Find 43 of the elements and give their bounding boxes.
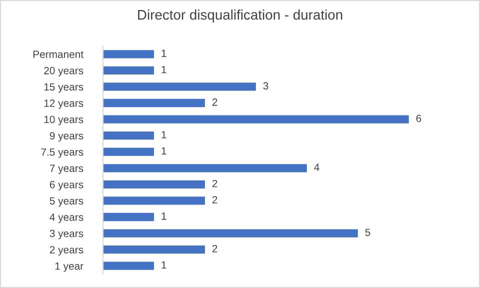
data-label: 2 — [212, 244, 218, 252]
data-label: 1 — [162, 212, 166, 220]
bar — [103, 212, 154, 222]
data-label: 2 — [212, 180, 218, 188]
data-label: 1 — [162, 261, 166, 269]
bar — [103, 229, 358, 238]
y-tick-label: 7 years — [50, 164, 84, 174]
chart-title: Director disqualification - duration — [138, 10, 342, 22]
y-tick-label: 15 years — [44, 83, 84, 93]
bar — [103, 50, 154, 58]
y-tick-label: 9 years — [50, 132, 84, 142]
data-label: 3 — [263, 82, 268, 90]
y-tick-label: 12 years — [44, 100, 84, 109]
y-tick-label: 5 years — [50, 197, 84, 207]
bar — [103, 82, 256, 91]
data-label: 5 — [365, 228, 370, 236]
bar — [103, 115, 409, 124]
y-tick-label: 4 years — [50, 214, 84, 223]
bar — [103, 246, 205, 254]
bar — [103, 262, 154, 270]
y-tick-label: 6 years — [50, 180, 84, 190]
y-tick-label: Permanent — [33, 50, 84, 58]
bar — [103, 132, 154, 140]
bar — [103, 98, 205, 108]
bar — [103, 196, 205, 205]
data-label: 2 — [212, 98, 218, 106]
bar — [103, 180, 205, 188]
y-tick-label: 10 years — [44, 116, 84, 126]
data-label: 1 — [162, 147, 166, 155]
data-label: 2 — [212, 196, 218, 204]
bar — [103, 164, 307, 172]
bar — [103, 66, 154, 74]
data-label: 6 — [416, 114, 422, 122]
y-tick-label: 20 years — [44, 66, 84, 76]
y-tick-label: 1 year — [55, 262, 84, 272]
y-tick-label: 3 years — [50, 230, 84, 240]
data-label: 4 — [314, 164, 320, 171]
y-tick-label: 2 years — [50, 246, 84, 256]
data-label: 1 — [162, 131, 166, 138]
data-label: 1 — [162, 66, 166, 74]
y-tick-label: 7.5 years — [41, 148, 84, 158]
bar — [103, 148, 154, 156]
data-label: 1 — [162, 50, 166, 57]
